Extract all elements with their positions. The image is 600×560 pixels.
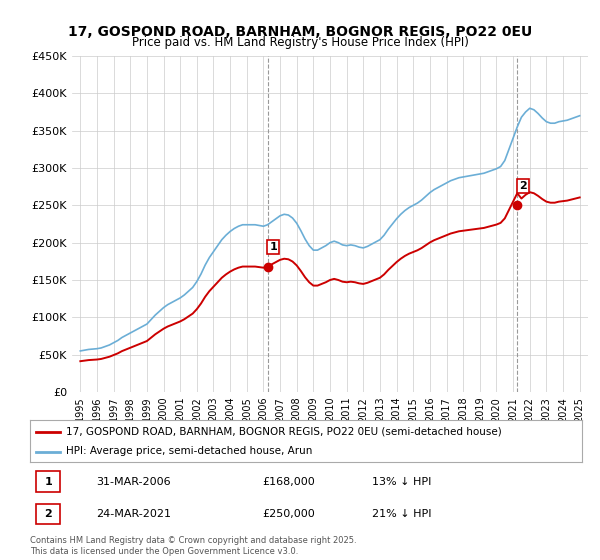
Text: 31-MAR-2006: 31-MAR-2006 [96,477,171,487]
Text: HPI: Average price, semi-detached house, Arun: HPI: Average price, semi-detached house,… [66,446,312,456]
Text: 21% ↓ HPI: 21% ↓ HPI [372,509,432,519]
Text: 2: 2 [44,509,52,519]
Text: 24-MAR-2021: 24-MAR-2021 [96,509,171,519]
Text: 13% ↓ HPI: 13% ↓ HPI [372,477,431,487]
FancyBboxPatch shape [35,503,61,524]
Text: £250,000: £250,000 [262,509,314,519]
Text: Contains HM Land Registry data © Crown copyright and database right 2025.
This d: Contains HM Land Registry data © Crown c… [30,536,356,556]
FancyBboxPatch shape [35,472,61,492]
Text: £168,000: £168,000 [262,477,314,487]
Text: 17, GOSPOND ROAD, BARNHAM, BOGNOR REGIS, PO22 0EU: 17, GOSPOND ROAD, BARNHAM, BOGNOR REGIS,… [68,25,532,39]
Text: 17, GOSPOND ROAD, BARNHAM, BOGNOR REGIS, PO22 0EU (semi-detached house): 17, GOSPOND ROAD, BARNHAM, BOGNOR REGIS,… [66,427,502,437]
Text: 1: 1 [269,242,277,252]
Text: Price paid vs. HM Land Registry's House Price Index (HPI): Price paid vs. HM Land Registry's House … [131,36,469,49]
Text: 1: 1 [44,477,52,487]
Text: 2: 2 [519,181,527,191]
